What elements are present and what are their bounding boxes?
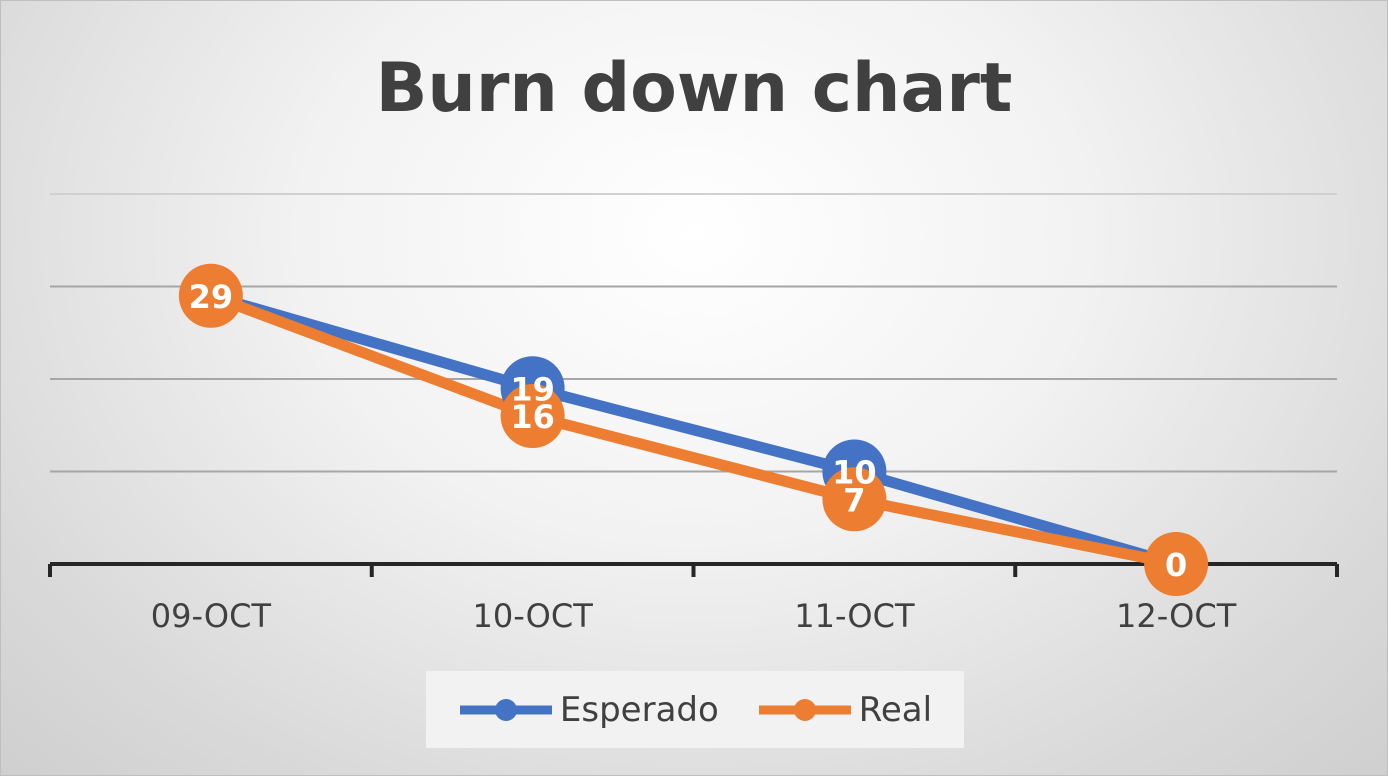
legend-marker-real [758,698,851,721]
data-label-esperado: 19 [510,370,555,408]
x-tick-label: 09-OCT [151,597,272,635]
data-point-real [1144,532,1209,596]
data-point-real [822,467,887,532]
chart-title: Burn down chart [375,49,1013,128]
data-label-real: 16 [510,398,555,436]
legend-label-esperado: Esperado [559,689,719,730]
legend-label-real: Real [858,689,933,730]
x-tick-label: 10-OCT [473,597,594,635]
x-tick-label: 11-OCT [794,597,915,635]
data-label-real: 0 [1165,546,1187,584]
legend-item-real: Real [757,690,932,730]
series-line-esperado [205,290,1182,570]
data-label-real: 7 [843,481,865,519]
data-point-real [500,384,565,448]
data-label-real: 29 [189,278,234,316]
data-label-esperado: 10 [832,454,877,492]
legend: Esperado Real [426,671,964,748]
x-tick-label: 12-OCT [1116,597,1237,635]
series-line-real [205,290,1182,570]
legend-marker-esperado [459,698,552,721]
legend-item-esperado: Esperado [458,690,719,730]
data-point-real [178,263,243,328]
